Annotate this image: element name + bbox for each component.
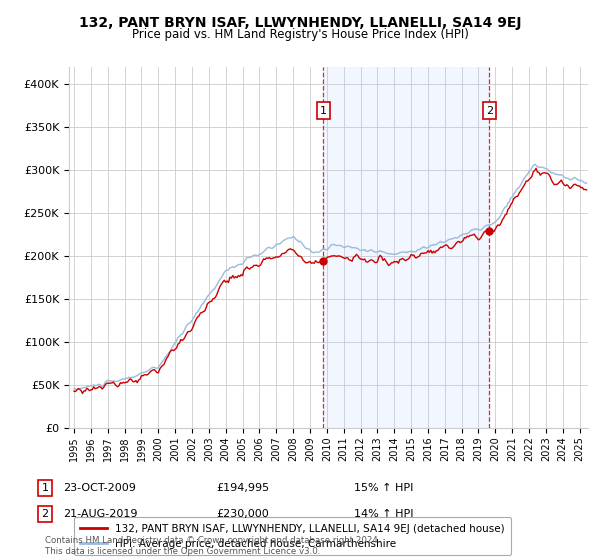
Text: 1: 1 bbox=[320, 105, 327, 115]
Text: 2: 2 bbox=[41, 509, 49, 519]
Legend: 132, PANT BRYN ISAF, LLWYNHENDY, LLANELLI, SA14 9EJ (detached house), HPI: Avera: 132, PANT BRYN ISAF, LLWYNHENDY, LLANELL… bbox=[74, 517, 511, 555]
Text: £230,000: £230,000 bbox=[216, 509, 269, 519]
Bar bbox=[323, 67, 490, 428]
Text: 1: 1 bbox=[41, 483, 49, 493]
Text: 23-OCT-2009: 23-OCT-2009 bbox=[63, 483, 136, 493]
Text: 14% ↑ HPI: 14% ↑ HPI bbox=[354, 509, 413, 519]
Text: 21-AUG-2019: 21-AUG-2019 bbox=[63, 509, 137, 519]
Text: Price paid vs. HM Land Registry's House Price Index (HPI): Price paid vs. HM Land Registry's House … bbox=[131, 28, 469, 41]
Text: 2: 2 bbox=[486, 105, 493, 115]
Text: 132, PANT BRYN ISAF, LLWYNHENDY, LLANELLI, SA14 9EJ: 132, PANT BRYN ISAF, LLWYNHENDY, LLANELL… bbox=[79, 16, 521, 30]
Text: Contains HM Land Registry data © Crown copyright and database right 2024.
This d: Contains HM Land Registry data © Crown c… bbox=[45, 536, 380, 556]
Text: 15% ↑ HPI: 15% ↑ HPI bbox=[354, 483, 413, 493]
Text: £194,995: £194,995 bbox=[216, 483, 269, 493]
